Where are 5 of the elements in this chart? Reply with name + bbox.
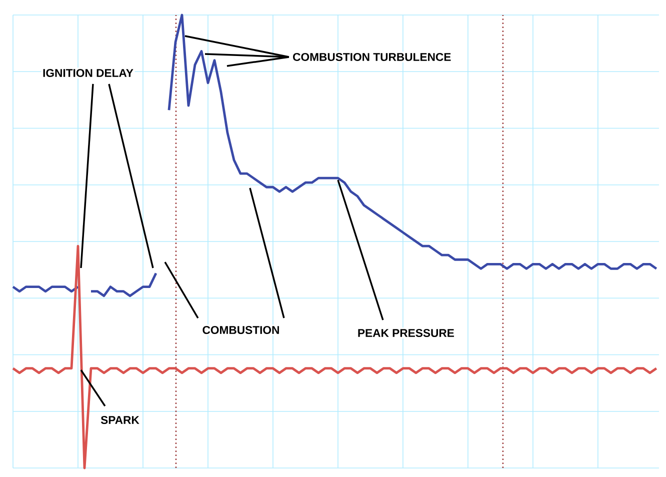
annotation: SPARK (100, 416, 140, 424)
annotation: IGNITION DELAY (43, 68, 134, 77)
annotation: COMBUSTION TURBULENCE (293, 52, 451, 61)
annotation: COMBUSTION (202, 326, 279, 334)
annotation: PEAK PRESSURE (358, 328, 454, 337)
